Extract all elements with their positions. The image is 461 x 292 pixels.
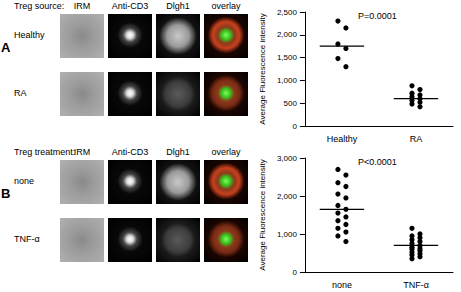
- html-text:RA: RA: [14, 88, 27, 98]
- html-text:Dlgh1: Dlgh1: [166, 1, 190, 11]
- svg-text:0: 0: [292, 268, 297, 277]
- svg-text:500: 500: [284, 99, 298, 108]
- html-text:A: A: [1, 40, 11, 55]
- html-text:IRM: IRM: [73, 147, 91, 157]
- svg-text:Average Fluorescence intensity: Average Fluorescence intensity: [258, 13, 267, 124]
- html-text:Treg source:: Treg source:: [14, 1, 65, 11]
- html-text:Treg treatment:: Treg treatment:: [14, 147, 76, 157]
- svg-text:none: none: [332, 280, 352, 290]
- html-text:Dlgh1: Dlgh1: [166, 147, 190, 157]
- html-text:overlay: overlay: [211, 1, 241, 11]
- svg-text:TNF-α: TNF-α: [403, 280, 429, 290]
- svg-text:1,000: 1,000: [277, 230, 298, 239]
- html-text:B: B: [1, 186, 11, 201]
- svg-text:3,000: 3,000: [277, 154, 298, 163]
- html-text:none: none: [14, 176, 34, 186]
- svg-text:P=0.0001: P=0.0001: [358, 11, 397, 21]
- html-text:IRM: IRM: [73, 1, 91, 11]
- svg-text:2,500: 2,500: [277, 8, 298, 17]
- svg-text:1,000: 1,000: [277, 76, 298, 85]
- html-text:TNF-α: TNF-α: [14, 234, 40, 244]
- svg-text:RA: RA: [410, 134, 423, 144]
- svg-text:Healthy: Healthy: [327, 134, 358, 144]
- svg-text:2,000: 2,000: [277, 192, 298, 201]
- html-text:Healthy: Healthy: [14, 30, 45, 40]
- svg-text:0: 0: [292, 122, 297, 131]
- svg-text:1,500: 1,500: [277, 53, 298, 62]
- svg-text:Average Fluorescence intensity: Average Fluorescence intensity: [258, 159, 267, 270]
- html-text:Anti-CD3: Anti-CD3: [111, 147, 149, 157]
- svg-text:2,000: 2,000: [277, 30, 298, 39]
- html-text:overlay: overlay: [211, 147, 241, 157]
- html-text:Anti-CD3: Anti-CD3: [111, 1, 149, 11]
- svg-text:P<0.0001: P<0.0001: [358, 157, 397, 167]
